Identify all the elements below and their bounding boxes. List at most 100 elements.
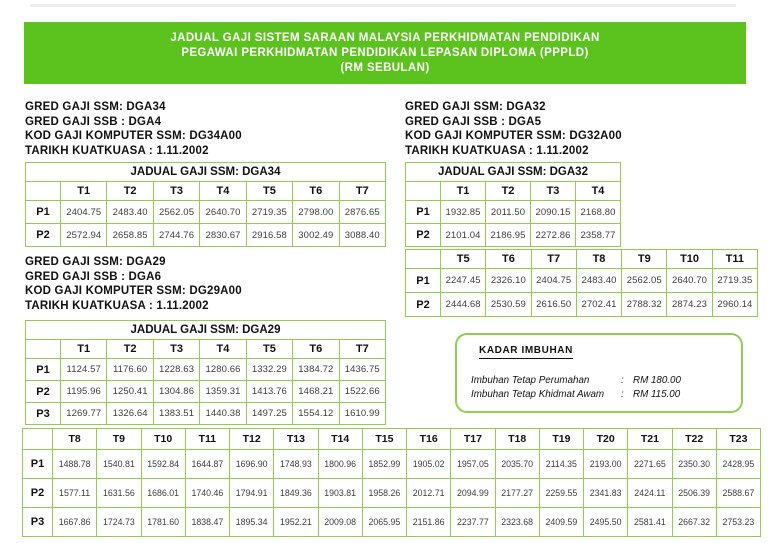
row-label: P2 bbox=[405, 223, 441, 247]
salary-value-cell: 2581.41 bbox=[627, 507, 673, 537]
salary-value-cell: 2424.11 bbox=[627, 478, 673, 508]
banner-line-3: (RM SEBULAN) bbox=[340, 61, 430, 74]
salary-value-cell: 1958.26 bbox=[361, 478, 408, 508]
salary-value-cell: 2640.70 bbox=[199, 200, 247, 224]
imbuhan-value: RM 115.00 bbox=[633, 389, 681, 400]
salary-value-cell: 1610.99 bbox=[338, 402, 387, 425]
row-label: P3 bbox=[25, 402, 61, 425]
table-row: P3 1269.77 1326.64 1383.51 1440.38 1497.25 155… bbox=[25, 402, 387, 425]
salary-value-cell: 1326.64 bbox=[106, 402, 154, 425]
banner-line-2: PEGAWAI PERKHIDMATAN PENDIDIKAN LEPASAN … bbox=[181, 46, 589, 59]
info-block-dga32: GRED GAJI SSM: DGA32 GRED GAJI SSB : DGA… bbox=[405, 100, 622, 158]
row-label: P3 bbox=[22, 507, 53, 537]
salary-value-cell: 2341.83 bbox=[582, 478, 629, 508]
salary-value-cell: 1696.90 bbox=[228, 449, 275, 479]
salary-value-cell: 1740.46 bbox=[184, 478, 231, 508]
salary-value-cell: 1124.57 bbox=[59, 358, 108, 381]
salary-value-cell: 1440.38 bbox=[199, 402, 247, 425]
salary-value-cell: 1468.21 bbox=[292, 380, 340, 403]
gred-gaji-ssm-label: GRED GAJI SSM: DGA29 bbox=[25, 256, 166, 268]
salary-table-dga29-extension: T8 T9 T10 T11 T12 T13 T14 T15 T16 T17 T18 T19 T20 T21… bbox=[22, 428, 762, 537]
salary-value-cell: 2350.30 bbox=[671, 449, 717, 479]
salary-value-cell: 1359.31 bbox=[199, 380, 247, 403]
row-label: P1 bbox=[22, 449, 53, 479]
gred-gaji-ssb-label: GRED GAJI SSB : DGA4 bbox=[25, 115, 162, 128]
table-row: P1 2404.75 2483.40 2562.05 2640.70 2719.35 279… bbox=[25, 200, 387, 224]
column-header: T5 bbox=[245, 181, 294, 201]
salary-value-cell: 2247.45 bbox=[439, 268, 487, 293]
table-row: P2 2572.94 2658.85 2744.76 2830.67 2916.58 300… bbox=[25, 223, 387, 247]
column-header: T6 bbox=[485, 249, 532, 269]
salary-value-cell: 1952.21 bbox=[273, 507, 319, 537]
salary-value-cell: 2658.85 bbox=[106, 223, 154, 247]
salary-value-cell: 1540.81 bbox=[96, 449, 142, 479]
salary-value-cell: 2798.00 bbox=[292, 200, 340, 224]
salary-value-cell: 2562.05 bbox=[621, 268, 668, 293]
salary-value-cell: 2830.67 bbox=[199, 223, 247, 247]
salary-value-cell: 2916.58 bbox=[245, 223, 294, 247]
imbuhan-item: Imbuhan Tetap Perumahan : RM 180.00 bbox=[471, 375, 681, 386]
scan-artifact bbox=[30, 4, 736, 7]
salary-value-cell: 2237.77 bbox=[450, 507, 496, 537]
salary-value-cell: 1852.99 bbox=[361, 449, 408, 479]
info-block-dga34: GRED GAJI SSM: DGA34 GRED GAJI SSB : DGA… bbox=[25, 100, 242, 158]
column-header: T8 bbox=[51, 428, 98, 450]
column-header: T7 bbox=[338, 339, 387, 359]
salary-value-cell: 2874.23 bbox=[666, 292, 713, 317]
salary-table-dga32-part2: T5 T6 T7 T8 T9 T10 T11 P1 2247.45 2326.10 2404.75 2… bbox=[405, 249, 759, 317]
column-header: T10 bbox=[140, 428, 186, 450]
gred-gaji-ssm-label: GRED GAJI SSM: DGA34 bbox=[25, 101, 166, 113]
column-header: T1 bbox=[440, 181, 486, 201]
kadar-imbuhan-box: KADAR IMBUHAN Imbuhan Tetap Perumahan : … bbox=[455, 333, 743, 413]
salary-value-cell: 2719.35 bbox=[245, 200, 294, 224]
table-title-row: JADUAL GAJI SSM: DGA29 bbox=[25, 320, 386, 340]
salary-value-cell: 1631.56 bbox=[96, 478, 142, 508]
salary-value-cell: 2572.94 bbox=[59, 223, 108, 247]
salary-value-cell: 2753.23 bbox=[715, 507, 762, 537]
salary-value-cell: 2428.95 bbox=[715, 449, 762, 479]
salary-value-cell: 1554.12 bbox=[292, 402, 340, 425]
salary-value-cell: 1724.73 bbox=[96, 507, 142, 537]
corner-cell bbox=[25, 181, 61, 201]
gred-gaji-ssb-label: GRED GAJI SSB : DGA5 bbox=[405, 115, 542, 128]
salary-value-cell: 1748.93 bbox=[273, 449, 319, 479]
salary-value-cell: 2358.77 bbox=[575, 223, 621, 247]
column-header: T21 bbox=[627, 428, 673, 450]
salary-value-cell: 1800.96 bbox=[317, 449, 363, 479]
salary-value-cell: 1383.51 bbox=[152, 402, 201, 425]
salary-value-cell: 1497.25 bbox=[245, 402, 294, 425]
column-header: T9 bbox=[96, 428, 142, 450]
column-header: T4 bbox=[575, 181, 621, 201]
table-row: P3 1667.86 1724.73 1781.60 1838.47 1895.34 195… bbox=[22, 507, 762, 537]
column-header: T22 bbox=[671, 428, 717, 450]
table-title: JADUAL GAJI SSM: DGA32 bbox=[405, 162, 621, 182]
salary-value-cell: 1644.87 bbox=[184, 449, 231, 479]
salary-value-cell: 2101.04 bbox=[440, 223, 486, 247]
salary-value-cell: 2012.71 bbox=[405, 478, 452, 508]
column-header: T12 bbox=[228, 428, 275, 450]
column-header: T10 bbox=[666, 249, 713, 269]
column-header: T3 bbox=[530, 181, 576, 201]
column-header: T17 bbox=[450, 428, 496, 450]
table-title: JADUAL GAJI SSM: DGA34 bbox=[25, 162, 386, 182]
salary-value-cell: 1932.85 bbox=[440, 200, 486, 224]
table-row: P2 2444.68 2530.59 2616.50 2702.41 2788.32 287… bbox=[405, 292, 759, 317]
salary-value-cell: 2009.08 bbox=[317, 507, 363, 537]
salary-value-cell: 2177.27 bbox=[494, 478, 540, 508]
table-row: P1 2247.45 2326.10 2404.75 2483.40 2562.05 264… bbox=[405, 268, 759, 293]
banner-line-1: JADUAL GAJI SISTEM SARAAN MALAYSIA PERKH… bbox=[170, 31, 600, 44]
title-banner: JADUAL GAJI SISTEM SARAAN MALAYSIA PERKH… bbox=[24, 22, 746, 84]
table-header-row: T8 T9 T10 T11 T12 T13 T14 T15 T16 T17 T18 T19 T20 T21… bbox=[22, 428, 762, 450]
salary-value-cell: 2193.00 bbox=[582, 449, 629, 479]
kod-gaji-komputer-label: KOD GAJI KOMPUTER SSM: DG29A00 bbox=[25, 285, 242, 297]
salary-value-cell: 3002.49 bbox=[292, 223, 340, 247]
salary-value-cell: 1413.76 bbox=[245, 380, 294, 403]
salary-value-cell: 2444.68 bbox=[439, 292, 487, 317]
table-title: JADUAL GAJI SSM: DGA29 bbox=[25, 320, 386, 340]
corner-cell bbox=[25, 339, 61, 359]
salary-value-cell: 2588.67 bbox=[715, 478, 762, 508]
corner-cell bbox=[22, 428, 53, 450]
column-header: T15 bbox=[361, 428, 408, 450]
column-header: T3 bbox=[152, 181, 201, 201]
salary-value-cell: 1905.02 bbox=[405, 449, 452, 479]
